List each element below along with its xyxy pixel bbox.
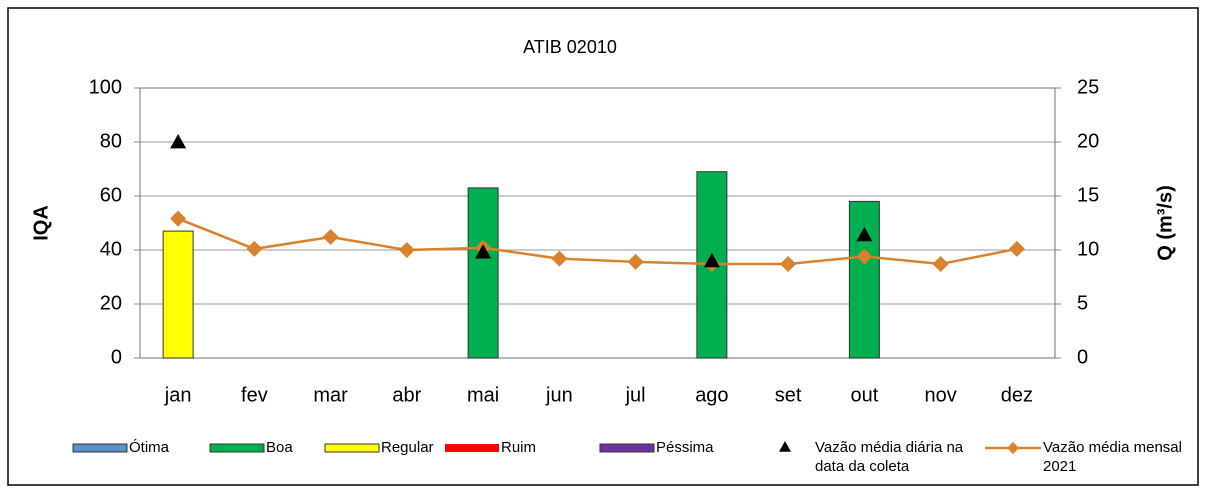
y-tick-label: 0 [111,346,122,368]
x-tick-label: dez [1001,384,1033,406]
x-tick-label: out [850,384,878,406]
legend-label: Vazão média mensal 2021 [1043,439,1182,475]
x-tick-label: mai [467,384,499,406]
y2-tick-label: 20 [1077,130,1099,152]
legend-swatch [445,444,499,452]
x-tick-label: jul [625,384,646,406]
legend-label: Regular [381,439,434,456]
diamond-marker [170,210,187,227]
legend-swatch [324,443,380,453]
x-tick-label: jun [545,384,573,406]
legend-swatch [779,441,791,452]
diamond-marker [398,242,415,258]
legend-label: Vazão média diária na data da coleta [815,439,964,475]
y2-axis-label: Q (m³/s) [1154,185,1176,261]
x-tick-label: mar [313,384,348,406]
plot-frame [139,87,1056,359]
y-tick-label: 80 [100,130,122,152]
triangle-marker [475,244,492,259]
x-tick-label: nov [925,384,957,406]
legend-swatch [72,443,128,453]
y-tick-label: 100 [89,76,122,98]
triangle-marker [856,226,873,242]
triangle-marker [170,134,187,149]
diamond-marker [551,250,568,267]
legend-swatch [599,443,655,453]
diamond-marker [932,256,949,273]
x-tick-label: jan [164,384,192,406]
y-tick-label: 60 [100,184,122,206]
legend-label: Ótima [129,439,170,456]
y-tick-label: 20 [100,292,122,314]
bar [467,187,499,359]
bar [848,200,880,359]
x-tick-label: abr [392,384,421,406]
y2-tick-label: 5 [1077,292,1088,314]
legend-swatch [1007,442,1019,454]
line [177,217,1018,266]
x-tick-label: ago [695,384,728,406]
diamond-marker [246,240,263,257]
y2-tick-label: 0 [1077,346,1088,368]
y2-tick-label: 10 [1077,238,1099,260]
x-tick-label: set [775,384,802,406]
legend-label: Ruim [501,439,537,456]
bar [162,230,194,359]
legend-label: Péssima [656,439,714,456]
diamond-marker [322,229,339,246]
diamond-marker [627,253,644,270]
chart-title: ATIB 02010 [523,37,617,57]
diamond-marker [780,256,797,273]
diamond-marker [856,248,873,265]
diamond-marker [1008,240,1025,257]
y-axis-label: IQA [30,205,52,241]
triangle-marker [703,252,720,268]
x-tick-label: fev [241,384,268,406]
legend-label: Boa [266,439,293,456]
legend-swatch [209,443,265,453]
y2-tick-label: 25 [1077,76,1099,98]
plot-area [140,88,1055,358]
y2-tick-label: 15 [1077,184,1099,206]
y-tick-label: 40 [100,238,122,260]
